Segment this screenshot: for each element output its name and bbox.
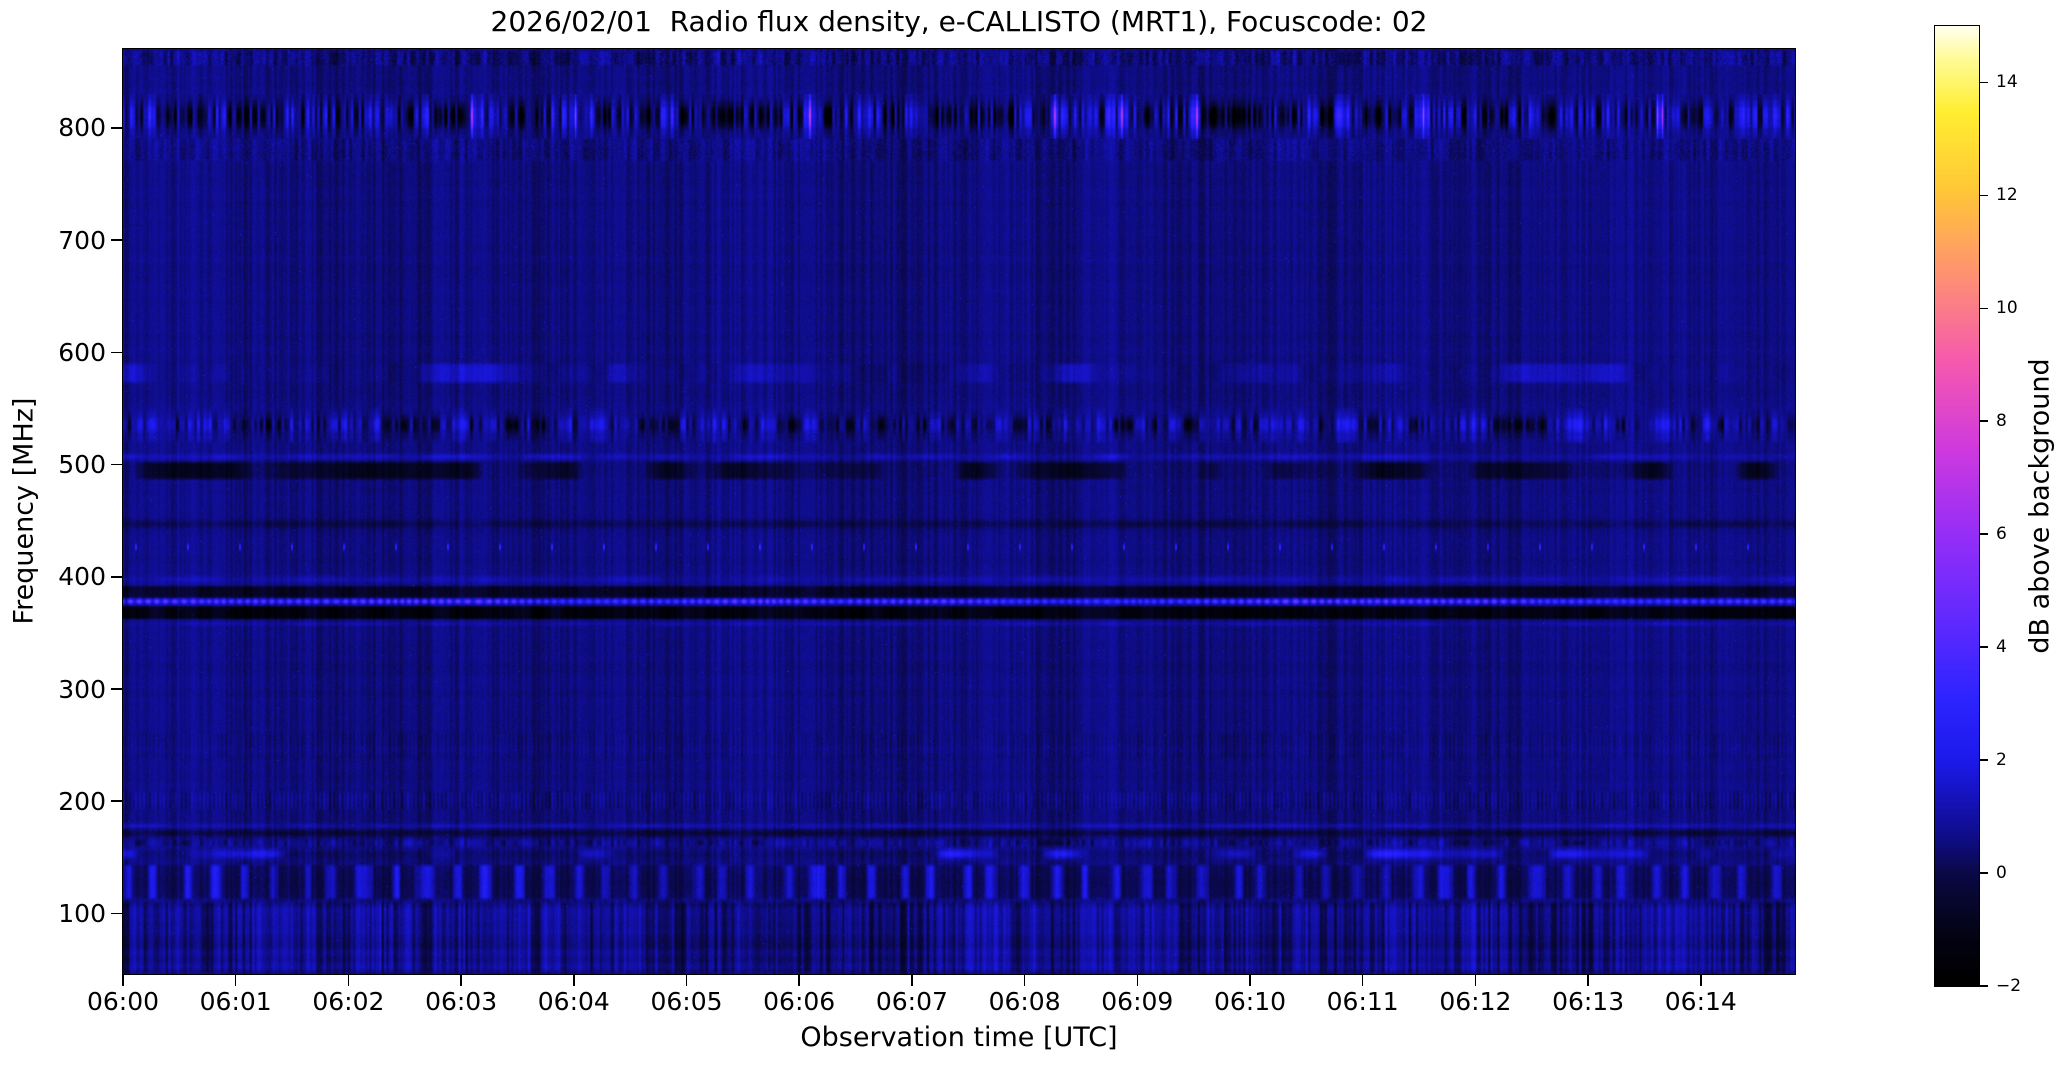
x-tick-label: 06:12	[1439, 987, 1512, 1016]
x-tick-mark	[911, 975, 913, 986]
colorbar-tick-mark	[1979, 759, 1988, 761]
y-tick-mark	[111, 800, 122, 802]
y-tick-label: 400	[58, 562, 106, 592]
x-tick-label: 06:10	[1213, 987, 1287, 1016]
y-tick-label: 500	[58, 450, 106, 480]
colorbar-tick-label: 2	[1996, 749, 2007, 770]
x-tick-label: 06:05	[650, 987, 723, 1016]
y-tick-mark	[111, 463, 122, 466]
colorbar-tick-label: 12	[1996, 184, 2018, 205]
x-tick-label: 06:14	[1664, 987, 1737, 1016]
x-tick-label: 06:03	[425, 987, 498, 1016]
colorbar-tick-label: 10	[1996, 297, 2018, 318]
x-tick-label: 06:08	[988, 987, 1061, 1016]
colorbar-tick-mark	[1979, 985, 1988, 987]
y-tick-label: 300	[58, 674, 106, 704]
x-tick-label: 06:07	[875, 987, 948, 1016]
x-tick-label: 06:01	[199, 987, 272, 1016]
colorbar-tick-mark	[1979, 307, 1988, 310]
colorbar-tick-label: 14	[1996, 71, 2018, 92]
y-tick-mark	[111, 239, 122, 241]
y-tick-label: 200	[58, 786, 106, 816]
x-tick-mark	[122, 975, 124, 986]
colorbar-tick-mark	[1979, 194, 1988, 197]
colorbar-tick-label: 8	[1996, 410, 2007, 431]
x-tick-label: 06:04	[537, 987, 610, 1016]
x-tick-mark	[1700, 975, 1702, 986]
x-tick-mark	[798, 975, 800, 986]
colorbar-tick-mark	[1979, 646, 1988, 648]
x-tick-mark	[234, 975, 237, 986]
x-tick-label: 06:06	[763, 987, 836, 1016]
colorbar-label: dB above background	[2024, 358, 2056, 654]
x-tick-label: 06:02	[312, 987, 385, 1016]
plot-title: 2026/02/01 Radio flux density, e-CALLIST…	[490, 5, 1428, 38]
x-tick-mark	[347, 975, 350, 986]
x-tick-mark	[685, 975, 688, 986]
x-tick-mark	[460, 975, 462, 986]
x-tick-label: 06:00	[86, 987, 160, 1016]
colorbar-canvas	[1935, 26, 1979, 986]
y-tick-mark	[111, 576, 122, 578]
y-tick-label: 700	[58, 225, 106, 255]
colorbar-tick-label: 6	[1996, 523, 2007, 544]
x-tick-mark	[1023, 975, 1026, 986]
spectrogram-canvas	[123, 49, 1795, 974]
x-tick-label: 06:11	[1326, 987, 1399, 1016]
y-tick-mark	[111, 351, 122, 354]
colorbar-tick-label: 4	[1996, 636, 2007, 657]
y-tick-mark	[111, 127, 122, 129]
x-tick-mark	[1136, 975, 1139, 986]
x-axis-label: Observation time [UTC]	[800, 1022, 1118, 1053]
colorbar-tick-mark	[1979, 81, 1988, 84]
x-tick-mark	[1587, 975, 1589, 986]
x-tick-label: 06:13	[1552, 987, 1625, 1016]
y-tick-label: 600	[58, 337, 106, 367]
x-tick-mark	[1361, 975, 1364, 986]
colorbar-tick-mark	[1979, 533, 1988, 536]
x-tick-mark	[573, 975, 575, 986]
y-tick-mark	[111, 912, 122, 915]
y-tick-mark	[111, 688, 122, 690]
y-axis-label: Frequency [MHz]	[8, 397, 40, 625]
x-tick-mark	[1474, 975, 1477, 986]
colorbar-tick-mark	[1979, 872, 1988, 874]
colorbar-tick-label: 0	[1996, 862, 2007, 883]
y-tick-label: 800	[58, 113, 106, 143]
x-tick-label: 06:09	[1101, 987, 1174, 1016]
colorbar-tick-mark	[1979, 420, 1988, 423]
y-tick-label: 100	[58, 898, 106, 928]
x-tick-mark	[1249, 975, 1251, 986]
colorbar-tick-label: −2	[1996, 975, 2022, 996]
